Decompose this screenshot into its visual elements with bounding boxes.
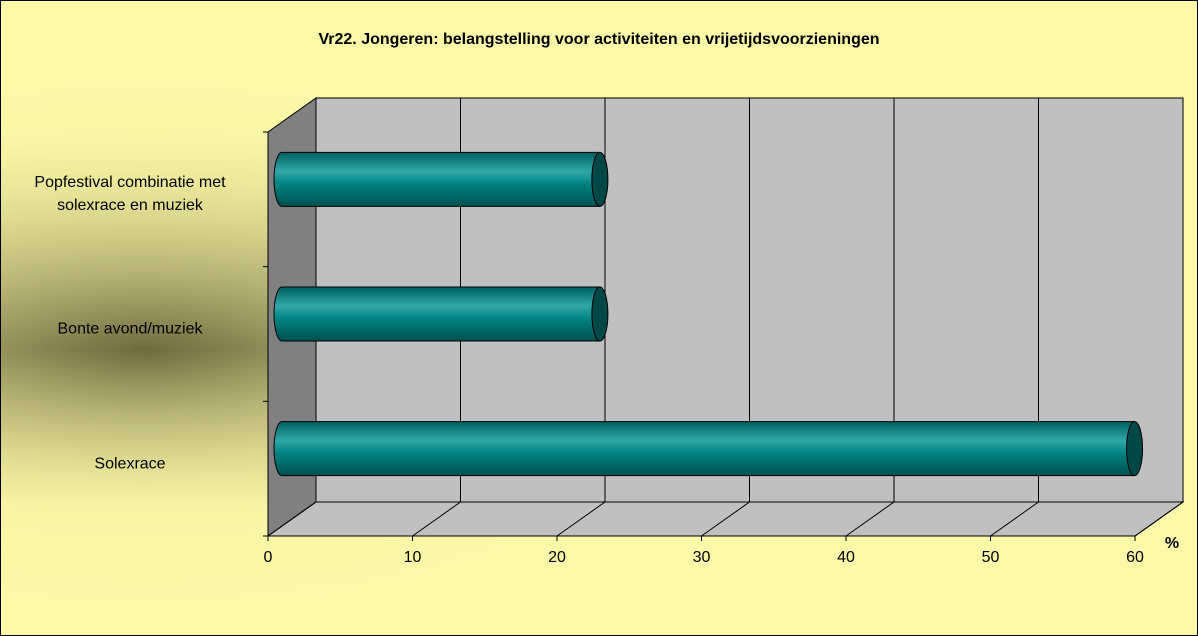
x-tick-label: 40 (837, 549, 855, 566)
floor-grid-line (845, 501, 895, 537)
x-tick-label: 30 (693, 549, 711, 566)
bar (273, 151, 609, 207)
floor-grid-line (556, 501, 606, 537)
bar (273, 286, 609, 342)
x-axis-label: % (1165, 535, 1179, 552)
floor-grid-line (412, 501, 461, 537)
bar-body (273, 151, 601, 207)
bar-body (273, 286, 601, 342)
bar-body (273, 421, 1136, 477)
y-tick-label: Popfestival combinatie met solexrace en … (34, 174, 226, 215)
x-tick-label: 60 (1126, 549, 1144, 566)
y-tick-label: Solexrace (94, 455, 166, 473)
bar-cap (591, 151, 609, 207)
bar-cap (1126, 421, 1144, 477)
floor-grid-line (990, 501, 1039, 537)
floor-grid-line (267, 501, 317, 537)
floor-grid-line (1134, 501, 1184, 537)
x-tick-label: 20 (548, 549, 566, 566)
bar (273, 421, 1144, 477)
x-tick-label: 10 (404, 549, 422, 566)
bar-cap (591, 286, 609, 342)
floor-grid-line (701, 501, 750, 537)
chart-title: Vr22. Jongeren: belangstelling voor acti… (318, 31, 879, 48)
x-tick-label: 50 (982, 549, 1000, 566)
x-tick-label: 0 (264, 549, 273, 566)
y-tick-label: Bonte avond/muziek (57, 320, 203, 338)
